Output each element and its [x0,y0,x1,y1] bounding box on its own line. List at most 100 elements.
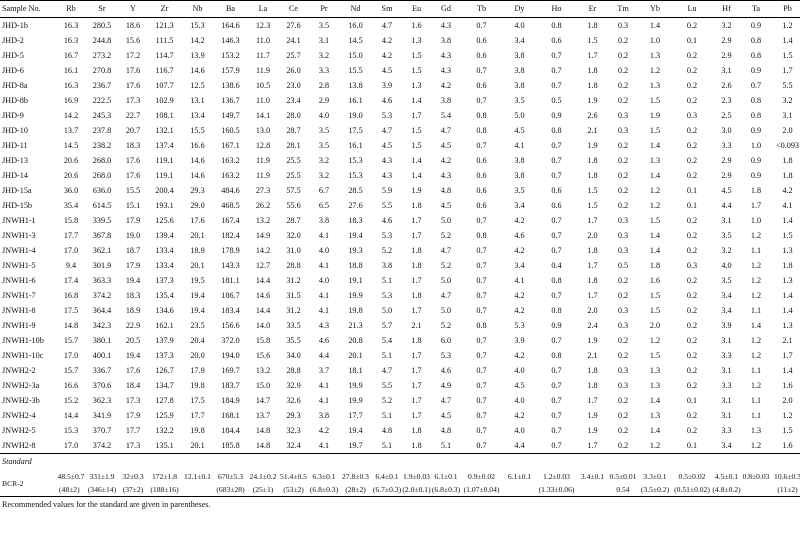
standard-measured-cell: 172±1.8 [151,472,178,481]
value-cell: 0.3 [686,261,698,270]
value-cell: 17.2 [125,51,141,60]
sample-id-cell: JNWH1-7 [2,291,36,300]
value-cell: 5.3 [381,291,393,300]
value-cell: 0.8 [551,351,562,360]
value-cell: 0.7 [551,366,562,375]
value-cell: 3.0 [721,126,732,135]
value-cell: 3.4 [514,201,525,210]
value-cell: 1.4 [649,141,661,150]
value-cell: 11.0 [255,36,271,45]
value-cell: 55.6 [286,201,301,210]
value-cell: 167.4 [221,216,240,225]
value-cell: 3.1 [721,66,732,75]
value-cell: 1.9 [649,111,661,120]
value-cell: 1.2 [782,411,793,420]
value-cell: 15.3 [348,171,363,180]
value-cell: 0.2 [686,126,698,135]
value-cell: 1.6 [411,21,422,30]
standard-measured-cell: 6.3±0.1 [312,472,336,481]
value-cell: 3.9 [381,81,393,90]
value-cell: 0.7 [476,96,487,105]
table-row: JHD-15a 36.0 636.0 15.5 200.4 29.3 484.6 27.3 57… [0,183,800,198]
value-cell: 0.2 [686,276,698,285]
value-cell: 1.2 [750,336,762,345]
value-cell: 4.4 [514,441,525,450]
column-header: Yb [649,4,660,13]
value-cell: 0.9 [750,21,762,30]
value-cell: 3.4 [721,306,732,315]
value-cell: 3.2 [318,51,330,60]
value-cell: 0.2 [686,321,698,330]
value-cell: 1.2 [649,186,661,195]
value-cell: 2.9 [721,156,732,165]
value-cell: 1.2 [750,261,762,270]
value-cell: 0.1 [686,441,698,450]
value-cell: 1.8 [587,156,598,165]
value-cell: 11.7 [255,51,271,60]
value-cell: 183.7 [221,381,240,390]
value-cell: 17.5 [348,126,363,135]
value-cell: 0.2 [617,66,629,75]
sample-id-cell: JNWH2-5 [2,426,36,435]
standard-recommended-cell: (1.07±0.04) [463,485,500,494]
value-cell: 21.3 [348,321,363,330]
value-cell: 17.7 [348,411,363,420]
value-cell: 28.0 [286,111,301,120]
value-cell: 0.2 [617,441,629,450]
value-cell: 15.0 [348,51,363,60]
value-cell: 1.3 [649,366,661,375]
value-cell: 1.3 [649,381,661,390]
value-cell: 15.6 [255,351,271,360]
sample-id-cell: JNWH2-4 [2,411,36,420]
sample-id-cell: JNWH2-3a [2,381,40,390]
value-cell: 160.5 [221,126,240,135]
value-cell: 4.8 [440,186,452,195]
value-cell: 0.7 [551,291,562,300]
value-cell: 1.7 [411,381,422,390]
value-cell: 1.5 [411,141,422,150]
value-cell: 4.1 [514,141,525,150]
value-cell: 20.0 [190,351,205,360]
value-cell: 1.8 [411,426,422,435]
header-row: Sample No. Rb Sr Y Zr Nb Ba La Ce Pr Nd Sm Eu Gd Tb Dy H… [0,0,800,18]
value-cell: 1.7 [587,216,598,225]
value-cell: 4.7 [381,21,393,30]
value-cell: 4.3 [440,171,452,180]
value-cell: 19.4 [190,291,205,300]
value-cell: 0.2 [617,156,629,165]
value-cell: 19.0 [348,111,363,120]
standard-measured-cell: 0.5±0.02 [678,472,706,481]
value-cell: 4.4 [721,201,732,210]
value-cell: 13.8 [348,81,363,90]
standard-recommended-cell [502,483,537,497]
value-cell: 1.2 [649,441,661,450]
value-cell: 1.3 [411,81,422,90]
value-cell: 4.3 [381,156,393,165]
value-cell: 14.1 [255,111,271,120]
standard-measured-cell: 6.1±0.1 [434,472,458,481]
value-cell: 1.2 [782,21,793,30]
value-cell: 4.0 [318,276,330,285]
value-cell: 13.9 [190,51,205,60]
value-cell: 1.4 [411,96,422,105]
value-cell: 15.3 [63,426,79,435]
standard-recommended-row: (48±2) (346±14) (37±2) (188±16) (683±28) (25±… [0,483,800,497]
value-cell: 9.4 [65,261,77,270]
value-cell: 4.3 [440,51,452,60]
standard-recommended-cell [576,483,609,497]
value-cell: 4.5 [440,141,452,150]
value-cell: 114.7 [155,51,174,60]
value-cell: 194.0 [221,351,240,360]
value-cell: 5.1 [381,441,393,450]
value-cell: 1.9 [411,186,422,195]
value-cell: 1.8 [411,441,422,450]
value-cell: 1.7 [411,411,422,420]
value-cell: 27.6 [286,21,301,30]
value-cell: 17.6 [125,366,141,375]
value-cell: 13.0 [255,126,271,135]
value-cell: 18.8 [348,261,363,270]
column-header: Ho [551,4,562,13]
value-cell: 0.1 [686,36,698,45]
value-cell: 364.4 [92,306,112,315]
value-cell: 1.5 [782,51,793,60]
